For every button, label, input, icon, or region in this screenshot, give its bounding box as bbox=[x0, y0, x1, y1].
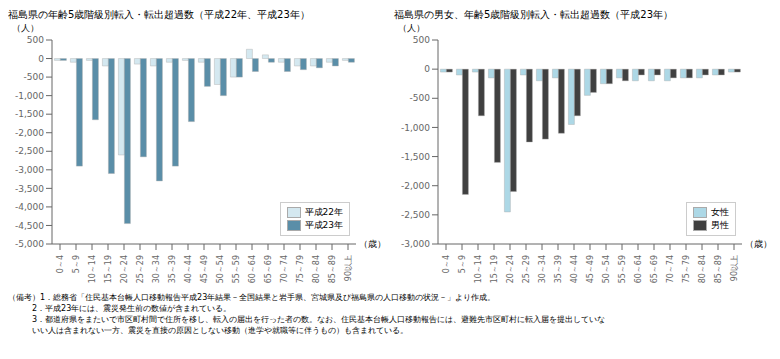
html-text:福島県の男女、年齢5歳階級別転入・転出超過数（平成23年）: 福島県の男女、年齢5歳階級別転入・転出超過数（平成23年） bbox=[394, 9, 674, 20]
svg-text:40～44: 40～44 bbox=[570, 255, 579, 283]
svg-text:500: 500 bbox=[413, 35, 430, 45]
svg-text:-3,000: -3,000 bbox=[401, 239, 430, 249]
html-text:平成22年: 平成22年 bbox=[304, 207, 343, 217]
svg-text:65～69: 65～69 bbox=[650, 255, 659, 283]
html-text:（歳）: （歳） bbox=[745, 239, 772, 249]
svg-text:45～49: 45～49 bbox=[586, 255, 595, 283]
svg-text:-3,000: -3,000 bbox=[15, 165, 44, 175]
svg-text:-3,500: -3,500 bbox=[15, 184, 44, 194]
html-text:（人）: （人） bbox=[12, 23, 39, 33]
html-text:女性: 女性 bbox=[711, 207, 729, 217]
html-text:（備考）1．総務省「住民基本台帳人口移動報告平成23年結果－: （備考）1．総務省「住民基本台帳人口移動報告平成23年結果－全国結果と岩手県、宮… bbox=[8, 293, 496, 302]
svg-text:15～19: 15～19 bbox=[104, 255, 113, 283]
svg-text:80～84: 80～84 bbox=[312, 255, 321, 283]
svg-text:55～59: 55～59 bbox=[618, 255, 627, 283]
svg-text:60～64: 60～64 bbox=[248, 255, 257, 283]
svg-text:20～24: 20～24 bbox=[506, 255, 515, 283]
svg-text:0: 0 bbox=[424, 64, 430, 74]
svg-text:0: 0 bbox=[38, 54, 44, 64]
html-text:福島県の年齢5歳階級別転入・転出超過数（平成22年、平成23: 福島県の年齢5歳階級別転入・転出超過数（平成22年、平成23年） bbox=[8, 9, 310, 20]
html-text:（人）: （人） bbox=[398, 23, 425, 33]
svg-text:60～64: 60～64 bbox=[634, 255, 643, 283]
svg-text:70～74: 70～74 bbox=[280, 255, 289, 283]
svg-text:-2,000: -2,000 bbox=[15, 128, 44, 138]
svg-text:10～14: 10～14 bbox=[88, 255, 97, 283]
svg-text:30～34: 30～34 bbox=[538, 255, 547, 283]
svg-text:-1,500: -1,500 bbox=[401, 152, 430, 162]
svg-text:50～54: 50～54 bbox=[216, 255, 225, 283]
svg-text:70～74: 70～74 bbox=[666, 255, 675, 283]
svg-text:35～39: 35～39 bbox=[168, 255, 177, 283]
svg-text:25～29: 25～29 bbox=[522, 255, 531, 283]
svg-text:50～54: 50～54 bbox=[602, 255, 611, 283]
svg-text:90以上: 90以上 bbox=[344, 255, 353, 281]
svg-text:-4,000: -4,000 bbox=[15, 202, 44, 212]
svg-text:30～34: 30～34 bbox=[152, 255, 161, 283]
svg-text:80～84: 80～84 bbox=[698, 255, 707, 283]
svg-text:-2,500: -2,500 bbox=[401, 210, 430, 220]
svg-text:-1,000: -1,000 bbox=[15, 91, 44, 101]
svg-text:0～4: 0～4 bbox=[442, 255, 451, 273]
svg-text:500: 500 bbox=[27, 35, 44, 45]
svg-text:5～9: 5～9 bbox=[72, 255, 81, 273]
svg-text:20～24: 20～24 bbox=[120, 255, 129, 283]
svg-text:65～69: 65～69 bbox=[264, 255, 273, 283]
html-text:男性: 男性 bbox=[711, 220, 729, 230]
html-text:（歳）: （歳） bbox=[359, 239, 386, 249]
svg-text:40～44: 40～44 bbox=[184, 255, 193, 283]
html-text:平成23年: 平成23年 bbox=[304, 220, 343, 230]
svg-text:-2,500: -2,500 bbox=[15, 146, 44, 156]
svg-text:-5,000: -5,000 bbox=[15, 239, 44, 249]
svg-text:55～59: 55～59 bbox=[232, 255, 241, 283]
svg-text:45～49: 45～49 bbox=[200, 255, 209, 283]
svg-text:0～4: 0～4 bbox=[56, 255, 65, 273]
svg-text:75～79: 75～79 bbox=[296, 255, 305, 283]
svg-text:75～79: 75～79 bbox=[682, 255, 691, 283]
svg-text:-2,000: -2,000 bbox=[401, 181, 430, 191]
svg-text:-1,500: -1,500 bbox=[15, 109, 44, 119]
svg-text:85～89: 85～89 bbox=[714, 255, 723, 283]
svg-text:-500: -500 bbox=[410, 93, 431, 103]
html-text:3．都道府県をまたいで市区町村間で住所を移し、転入の届出を行: 3．都道府県をまたいで市区町村間で住所を移し、転入の届出を行った者の数。なお、住… bbox=[8, 315, 606, 324]
svg-text:35～39: 35～39 bbox=[554, 255, 563, 283]
svg-text:85～89: 85～89 bbox=[328, 255, 337, 283]
html-text:いい人は含まれない一方、震災を直接の原因としない移動（進学や: いい人は含まれない一方、震災を直接の原因としない移動（進学や就職等に伴うもの）も… bbox=[8, 326, 408, 335]
svg-text:10～14: 10～14 bbox=[474, 255, 483, 283]
svg-text:90以上: 90以上 bbox=[730, 255, 739, 281]
svg-text:-4,500: -4,500 bbox=[15, 221, 44, 231]
svg-text:25～29: 25～29 bbox=[136, 255, 145, 283]
svg-text:-500: -500 bbox=[24, 72, 45, 82]
svg-text:15～19: 15～19 bbox=[490, 255, 499, 283]
svg-text:5～9: 5～9 bbox=[458, 255, 467, 273]
html-text:2．平成23年には、震災発生前の数値が含まれている。: 2．平成23年には、震災発生前の数値が含まれている。 bbox=[8, 304, 232, 313]
svg-text:-1,000: -1,000 bbox=[401, 123, 430, 133]
